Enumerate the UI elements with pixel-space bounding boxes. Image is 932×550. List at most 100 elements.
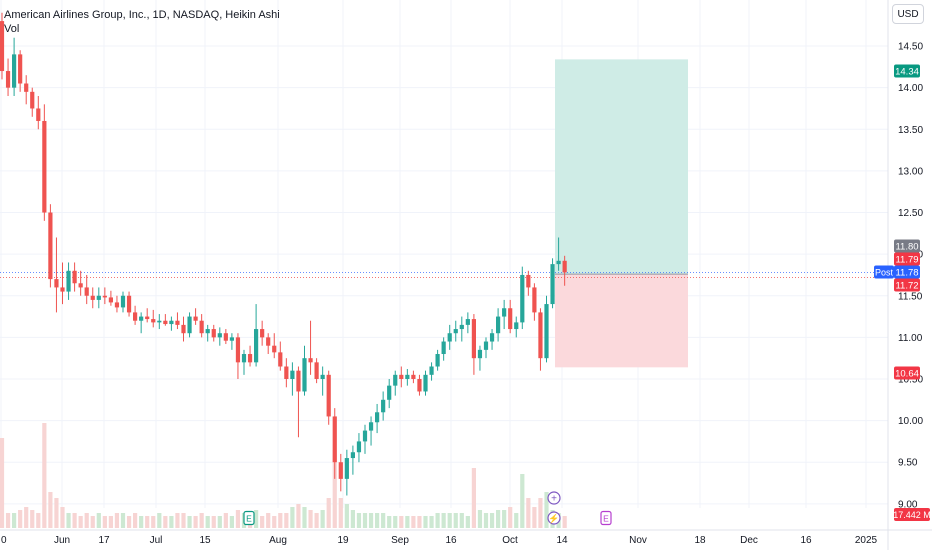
volume-label-bg [894, 508, 930, 521]
volume-bar [562, 516, 567, 528]
candle-body [471, 319, 476, 359]
candle [381, 391, 386, 421]
x-tick-label: Oct [502, 535, 518, 546]
volume-bar [362, 513, 368, 528]
candle-body [157, 320, 162, 323]
volume-bar [344, 504, 349, 528]
candle-body [393, 374, 398, 386]
candle [84, 274, 89, 305]
event-markers[interactable]: E E ⚡ + [243, 491, 612, 526]
candle-body [435, 354, 440, 367]
candle-body [211, 329, 216, 338]
candle [145, 308, 150, 323]
candle-body [381, 399, 386, 413]
candle [314, 358, 319, 384]
earnings-event-icon[interactable] [243, 510, 255, 526]
target-zone[interactable] [555, 59, 688, 275]
candle [157, 314, 162, 330]
candle-body [520, 274, 525, 323]
y-tick-label: 14.50 [898, 42, 923, 53]
candle [241, 349, 247, 375]
candle [308, 320, 313, 375]
candle-body [423, 374, 428, 392]
candle [338, 453, 343, 492]
volume-bar [114, 513, 120, 528]
volume-bar [157, 513, 162, 528]
volume-bar [459, 513, 464, 528]
candle-body [120, 295, 126, 308]
volume-bar [272, 516, 277, 528]
candle-body [48, 212, 53, 280]
candle [266, 333, 271, 355]
candle-body [126, 295, 132, 313]
candle [102, 287, 107, 305]
earnings-event-letter: E [603, 514, 609, 524]
candle-body [187, 316, 192, 334]
candle [344, 449, 349, 496]
volume-bar [326, 498, 331, 528]
volume-bar [417, 516, 422, 528]
post-tag: Post [875, 268, 894, 278]
candle [114, 295, 120, 313]
candle-body [36, 108, 41, 121]
candle [544, 295, 549, 363]
add-event-icon[interactable] [547, 491, 561, 505]
candle [211, 324, 216, 342]
candle [483, 337, 489, 359]
volume-bar [266, 513, 271, 528]
stop-zone[interactable] [555, 274, 688, 368]
candle-body [496, 316, 501, 334]
time-axis[interactable]: 0 Jun 17 Jul 15 Aug 19 Sep 16 Oct 14 Nov 18 Dec 16 2025 [1, 535, 878, 546]
candle-body [399, 374, 404, 379]
candle [326, 370, 331, 425]
candle-body [447, 333, 452, 342]
candle [54, 237, 59, 313]
volume-bar [18, 510, 23, 528]
volume-bar [502, 510, 507, 528]
price-label: 11.72 [894, 278, 920, 292]
candle-body [217, 333, 222, 338]
candle [42, 104, 47, 221]
currency-button[interactable]: USD [892, 4, 924, 24]
volume-bar [538, 498, 543, 528]
y-tick-label: 11.50 [898, 291, 923, 302]
candle-body [308, 358, 313, 363]
volume-bar [290, 507, 295, 528]
candle-body [199, 320, 204, 334]
candle [453, 320, 458, 342]
candle [169, 316, 174, 331]
volume-bar [42, 423, 47, 528]
volume-bar [508, 507, 513, 528]
candle-body [30, 91, 35, 109]
candle-body [145, 316, 150, 320]
volume-bar [375, 513, 380, 528]
y-tick-label: 11.00 [898, 333, 923, 344]
candle [296, 366, 301, 438]
candle-body [453, 329, 458, 334]
candle [320, 366, 325, 396]
x-tick-label: 16 [800, 535, 812, 546]
candle-body [356, 441, 362, 453]
candle-body [5, 71, 11, 88]
earnings-event-icon[interactable] [600, 510, 612, 526]
volume-indicator-label[interactable]: Vol [4, 23, 20, 35]
candle [12, 37, 17, 96]
candle [193, 308, 198, 325]
volume-bar [102, 516, 107, 528]
candle [411, 370, 416, 384]
volume-bar [30, 510, 35, 528]
volume-bars [0, 423, 567, 528]
volume-bar [48, 492, 53, 528]
candle [399, 366, 404, 388]
candle [24, 75, 29, 105]
candle-body [108, 297, 113, 303]
volume-bar [465, 516, 470, 528]
dividend-event-icon[interactable] [547, 511, 561, 525]
candle [181, 316, 186, 342]
candle-body [502, 308, 507, 317]
candle [278, 341, 283, 371]
candle-body [368, 422, 374, 431]
volume-bar [496, 510, 501, 528]
candle-body [139, 316, 144, 321]
